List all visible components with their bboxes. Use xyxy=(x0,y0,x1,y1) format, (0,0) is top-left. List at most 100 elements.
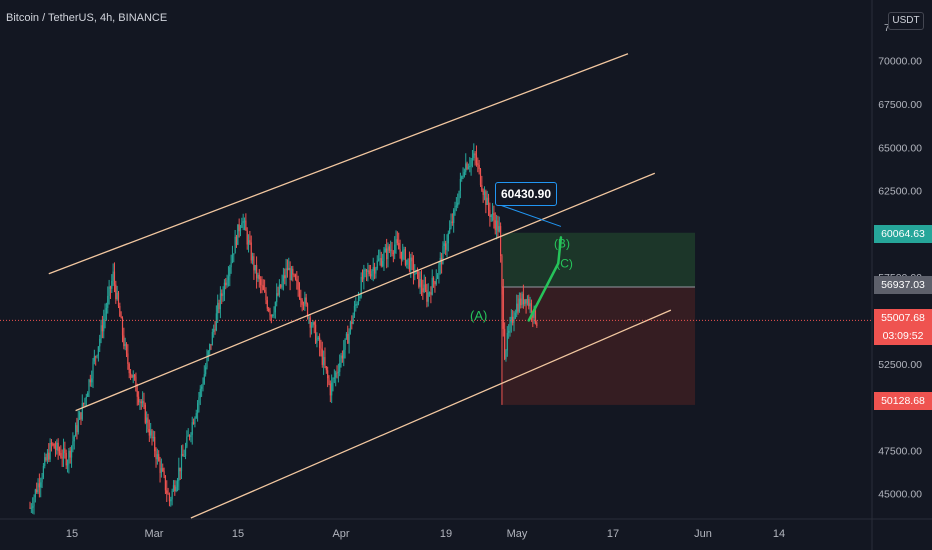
candle-body xyxy=(250,242,252,261)
price-axis: 45000.0047500.0052500.0057500.0062500.00… xyxy=(871,0,922,550)
candle-body xyxy=(160,468,162,473)
wave-label-c: (C) xyxy=(556,256,573,270)
candle-body xyxy=(99,338,101,347)
candle-body xyxy=(424,284,427,290)
callout-pointer xyxy=(499,204,562,227)
candle-body xyxy=(146,417,148,423)
candle-body xyxy=(33,497,35,507)
candle-body xyxy=(143,401,145,405)
candle-body xyxy=(364,269,366,271)
candle-body xyxy=(351,321,353,324)
candle-body xyxy=(113,271,116,285)
candle-body xyxy=(239,227,242,232)
candle-body xyxy=(345,333,348,339)
candle-body xyxy=(352,315,354,324)
candle-body xyxy=(327,370,329,379)
candle-body xyxy=(343,349,345,359)
candle-body xyxy=(192,422,195,424)
candle-body xyxy=(383,252,385,262)
candle-body xyxy=(530,303,533,315)
x-tick-label: Apr xyxy=(332,528,349,540)
candle-body xyxy=(253,256,255,271)
candle-body xyxy=(243,220,246,222)
candle-body xyxy=(293,274,295,276)
candle-body xyxy=(205,367,207,375)
candle-body xyxy=(457,202,459,206)
candle-body xyxy=(348,331,350,344)
candle-body xyxy=(495,220,498,231)
candle-body xyxy=(225,282,227,286)
candle-body xyxy=(505,350,507,359)
candle-body xyxy=(377,259,380,261)
candle-body xyxy=(96,355,98,357)
candle-body xyxy=(70,446,73,458)
candle-body xyxy=(380,258,382,267)
y-tick-label: 52500.00 xyxy=(878,359,922,371)
candle-body xyxy=(230,262,232,268)
candle-body xyxy=(302,304,305,306)
candle-body xyxy=(455,205,457,207)
candle-body xyxy=(57,442,59,452)
y-tick-label: 67500.00 xyxy=(878,99,922,111)
candle-body xyxy=(272,314,274,317)
candle-body xyxy=(206,356,208,368)
candle-body xyxy=(207,351,209,357)
candle-body xyxy=(32,506,34,508)
candle-body xyxy=(194,417,196,424)
candle-body xyxy=(406,259,408,265)
candle-body xyxy=(127,353,129,364)
candle-body xyxy=(365,269,368,272)
candle-body xyxy=(179,467,181,472)
candle-body xyxy=(264,289,266,292)
candle-body xyxy=(260,279,262,285)
candle-body xyxy=(529,303,531,307)
candle-body xyxy=(509,322,511,331)
candle-body xyxy=(423,284,425,293)
candle-body xyxy=(387,246,389,260)
candle-body xyxy=(284,275,286,279)
candle-body xyxy=(258,274,260,280)
candle-body xyxy=(135,376,137,392)
target-price-tag: 60064.63 xyxy=(874,225,932,243)
candle-body xyxy=(461,176,463,179)
candle-body xyxy=(508,330,510,333)
candle-body xyxy=(112,271,114,281)
candle-body xyxy=(257,274,259,279)
candle-body xyxy=(473,153,475,158)
candle-body xyxy=(46,452,49,461)
candle-body xyxy=(436,275,439,280)
candle-body xyxy=(458,190,460,203)
candle-body xyxy=(132,375,134,378)
stop-price-tag: 50128.68 xyxy=(874,392,932,410)
candle-body xyxy=(328,378,330,384)
candle-body xyxy=(434,281,436,285)
candle-body xyxy=(91,378,93,383)
currency-badge[interactable]: USDT xyxy=(888,12,924,30)
channel-line-lower xyxy=(190,309,672,519)
candle-body xyxy=(80,412,82,420)
candle-body xyxy=(125,343,128,354)
candle-body xyxy=(50,443,53,445)
candle-body xyxy=(396,239,398,243)
candle-body xyxy=(282,275,285,282)
candle-body xyxy=(58,451,61,453)
candle-body xyxy=(524,299,526,305)
candle-body xyxy=(123,335,125,347)
candle-body xyxy=(297,281,299,290)
x-tick-label: 15 xyxy=(232,528,244,540)
candle-body xyxy=(442,246,444,265)
candle-body xyxy=(231,254,234,263)
candle-body xyxy=(359,296,361,299)
candle-body xyxy=(363,269,365,280)
candle-body xyxy=(52,443,54,445)
candle-body xyxy=(233,253,235,255)
candle-body xyxy=(150,430,152,436)
candle-body xyxy=(64,448,66,453)
candle-body xyxy=(140,401,142,404)
candle-body xyxy=(100,325,102,339)
candle-body xyxy=(30,507,32,509)
candle-body xyxy=(54,448,57,451)
candle-body xyxy=(274,302,276,313)
channel-layer xyxy=(48,53,672,519)
